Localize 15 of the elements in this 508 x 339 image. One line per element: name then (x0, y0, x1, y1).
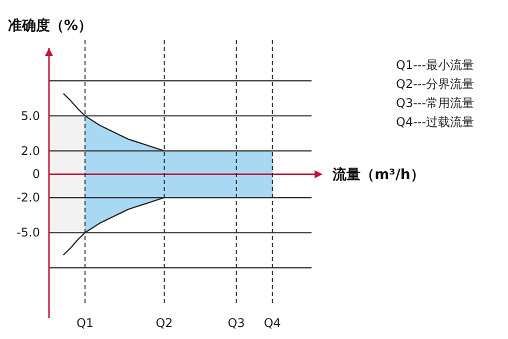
text: Q1---最小流量 (396, 58, 474, 72)
text: Q3---常用流量 (396, 96, 474, 110)
y-axis-title: 准确度（%） (8, 17, 92, 34)
y-tick-label: 5.0 (20, 108, 40, 123)
text: Q4---过载流量 (396, 115, 474, 129)
y-tick-label: -2.0 (16, 190, 40, 205)
x-tick-label: Q4 (264, 316, 281, 330)
x-tick-label: Q2 (156, 316, 173, 330)
x-tick-label: Q3 (228, 316, 245, 330)
y-tick-label: 2.0 (20, 144, 40, 158)
y-tick-label: 0 (32, 167, 40, 182)
x-axis-title: 流量（m³/h） (332, 166, 424, 184)
x-tick-label: Q1 (76, 316, 94, 330)
text: Q2---分界流量 (396, 77, 474, 91)
y-tick-label: -5.0 (16, 226, 40, 240)
